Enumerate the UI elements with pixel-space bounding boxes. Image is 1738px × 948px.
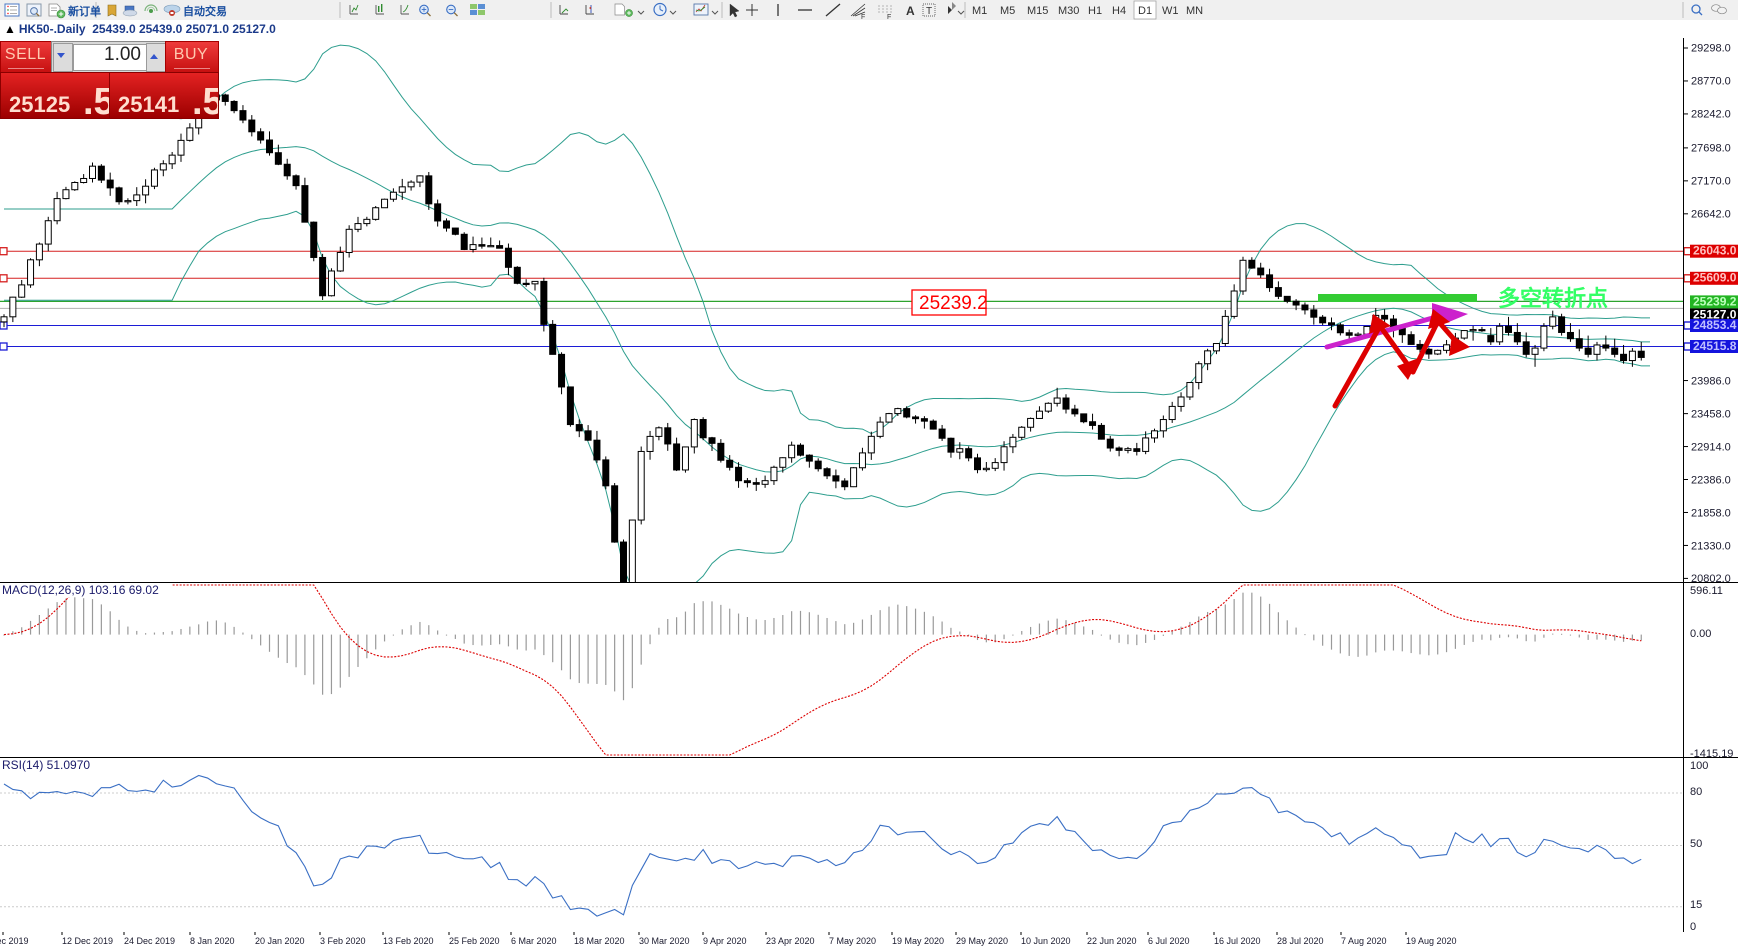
svg-text:T: T — [926, 6, 932, 17]
svg-text:22914.0: 22914.0 — [1691, 442, 1731, 454]
svg-text:W1: W1 — [1162, 5, 1179, 17]
svg-text:MN: MN — [1186, 5, 1203, 17]
svg-text:12 Dec 2019: 12 Dec 2019 — [62, 936, 113, 946]
svg-text:25609.0: 25609.0 — [1693, 271, 1737, 285]
svg-text:10 Jun 2020: 10 Jun 2020 — [1021, 936, 1071, 946]
svg-text:D1: D1 — [1138, 5, 1152, 17]
svg-text:28 Jul 2020: 28 Jul 2020 — [1277, 936, 1324, 946]
svg-text:9 Apr 2020: 9 Apr 2020 — [703, 936, 747, 946]
svg-text:21330.0: 21330.0 — [1691, 541, 1731, 553]
svg-text:8 Jan 2020: 8 Jan 2020 — [190, 936, 235, 946]
svg-text:28242.0: 28242.0 — [1691, 109, 1731, 121]
svg-text:新订单: 新订单 — [68, 4, 101, 18]
svg-text:24853.4: 24853.4 — [1693, 318, 1737, 332]
svg-text:25 Feb 2020: 25 Feb 2020 — [449, 936, 500, 946]
svg-text:23 Apr 2020: 23 Apr 2020 — [766, 936, 815, 946]
svg-text:M30: M30 — [1058, 5, 1079, 17]
svg-text:20 Jan 2020: 20 Jan 2020 — [255, 936, 305, 946]
svg-text:27698.0: 27698.0 — [1691, 143, 1731, 155]
svg-text:Dec 2019: Dec 2019 — [0, 936, 29, 946]
svg-text:23458.0: 23458.0 — [1691, 409, 1731, 421]
svg-text:M1: M1 — [972, 5, 987, 17]
svg-text:24515.8: 24515.8 — [1693, 339, 1737, 353]
svg-text:M15: M15 — [1027, 5, 1048, 17]
svg-text:RSI(14) 51.0970: RSI(14) 51.0970 — [2, 758, 90, 772]
svg-text:13 Feb 2020: 13 Feb 2020 — [383, 936, 434, 946]
svg-text:27170.0: 27170.0 — [1691, 176, 1731, 188]
svg-text:30 Mar 2020: 30 Mar 2020 — [639, 936, 690, 946]
svg-text:H4: H4 — [1112, 5, 1126, 17]
svg-text:28770.0: 28770.0 — [1691, 76, 1731, 88]
svg-text:M5: M5 — [1000, 5, 1015, 17]
svg-text:3 Feb 2020: 3 Feb 2020 — [320, 936, 366, 946]
svg-text:24 Dec 2019: 24 Dec 2019 — [124, 936, 175, 946]
svg-text:18 Mar 2020: 18 Mar 2020 — [574, 936, 625, 946]
svg-text:7 Aug 2020: 7 Aug 2020 — [1341, 936, 1387, 946]
svg-text:A: A — [906, 4, 915, 18]
svg-text:20802.0: 20802.0 — [1691, 573, 1731, 582]
svg-text:25239.2: 25239.2 — [919, 293, 988, 314]
svg-text:25239.2: 25239.2 — [1693, 295, 1737, 309]
svg-text:多空转折点: 多空转折点 — [1498, 286, 1608, 311]
svg-text:6 Mar 2020: 6 Mar 2020 — [511, 936, 557, 946]
svg-text:MACD(12,26,9) 103.16 69.02: MACD(12,26,9) 103.16 69.02 — [2, 583, 159, 597]
svg-text:29298.0: 29298.0 — [1691, 43, 1731, 55]
svg-text:22 Jun 2020: 22 Jun 2020 — [1087, 936, 1137, 946]
svg-text:7 May 2020: 7 May 2020 — [829, 936, 876, 946]
svg-text:21858.0: 21858.0 — [1691, 508, 1731, 520]
svg-text:26642.0: 26642.0 — [1691, 209, 1731, 221]
svg-text:22386.0: 22386.0 — [1691, 475, 1731, 487]
svg-text:26043.0: 26043.0 — [1693, 244, 1737, 258]
svg-text:6 Jul 2020: 6 Jul 2020 — [1148, 936, 1190, 946]
svg-text:19 Aug 2020: 19 Aug 2020 — [1406, 936, 1457, 946]
svg-text:29 May 2020: 29 May 2020 — [956, 936, 1008, 946]
svg-text:自动交易: 自动交易 — [183, 4, 227, 18]
svg-text:16 Jul 2020: 16 Jul 2020 — [1214, 936, 1261, 946]
svg-text:19 May 2020: 19 May 2020 — [892, 936, 944, 946]
svg-text:H1: H1 — [1088, 5, 1102, 17]
svg-text:23986.0: 23986.0 — [1691, 376, 1731, 388]
